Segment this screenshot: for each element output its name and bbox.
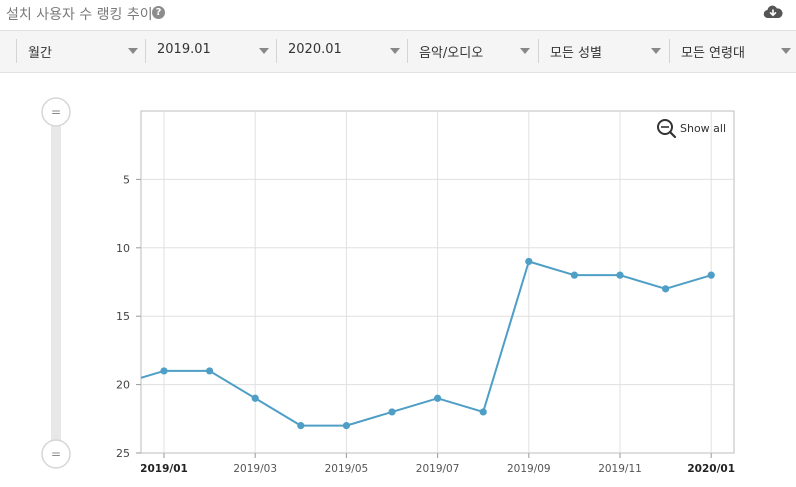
show-all-label: Show all (680, 122, 726, 135)
chevron-down-icon (390, 48, 400, 54)
help-icon[interactable]: ? (152, 6, 165, 19)
y-tick-label: 5 (123, 173, 130, 186)
period-select[interactable]: 월간 (16, 39, 144, 63)
filter-divider (538, 39, 539, 63)
gender-select[interactable]: 모든 성별 (538, 39, 668, 63)
page-title: 설치 사용자 수 랭킹 추이 (6, 7, 153, 23)
y-tick-label: 25 (116, 447, 130, 460)
data-point[interactable] (206, 367, 214, 375)
handle-glyph: = (51, 447, 61, 461)
data-point[interactable] (251, 394, 259, 402)
handle-glyph: = (51, 105, 61, 119)
data-point[interactable] (297, 422, 305, 430)
end-date-select[interactable]: 2020.01 (276, 39, 406, 63)
data-point[interactable] (707, 271, 715, 279)
filter-divider (669, 39, 670, 63)
data-point[interactable] (342, 422, 350, 430)
start-date-label: 2019.01 (157, 42, 211, 57)
chevron-down-icon (781, 48, 791, 54)
start-date-select[interactable]: 2019.01 (145, 39, 275, 63)
filter-divider (16, 39, 17, 63)
data-point[interactable] (479, 408, 487, 416)
y-tick-label: 20 (116, 379, 130, 392)
data-point[interactable] (616, 271, 624, 279)
filter-divider (407, 39, 408, 63)
x-tick-label: 2019/03 (233, 463, 277, 475)
age-select[interactable]: 모든 연령대 (669, 39, 796, 63)
chevron-down-icon (520, 48, 530, 54)
data-point[interactable] (388, 408, 396, 416)
x-tick-label: 2020/01 (687, 463, 735, 475)
chevron-down-icon (259, 48, 269, 54)
age-label: 모든 연령대 (681, 46, 745, 61)
filter-divider (145, 39, 146, 63)
category-select[interactable]: 음악/오디오 (407, 39, 537, 63)
x-tick-label: 2019/01 (140, 463, 188, 475)
x-tick-label: 2019/09 (507, 463, 551, 475)
data-point[interactable] (662, 285, 670, 293)
y-tick-label: 15 (116, 310, 130, 323)
filter-bar: 월간 2019.01 2020.01 음악/오디오 모든 성별 모든 연령대 (0, 30, 796, 73)
zoom-out-icon (657, 119, 673, 135)
title-row: 설치 사용자 수 랭킹 추이 ? (0, 0, 796, 28)
rank-chart: = = 5 10 15 20 25 2019/01 2019/03 2019/05 2019/0… (41, 97, 735, 475)
x-tick-label: 2019/11 (598, 463, 642, 475)
period-select-label: 월간 (28, 46, 52, 61)
range-slider-handle-bottom[interactable]: = (41, 439, 71, 469)
data-point[interactable] (570, 271, 579, 279)
end-date-label: 2020.01 (288, 42, 342, 57)
grid (141, 111, 734, 453)
chart-area: = = 5 10 15 20 25 2019/01 2019/03 2019/05 2019/0… (0, 72, 796, 483)
x-tick-label: 2019/07 (416, 463, 460, 475)
series-layer (140, 257, 715, 430)
range-slider-handle-top[interactable]: = (41, 97, 71, 127)
x-tick-label: 2019/05 (325, 463, 369, 475)
data-point[interactable] (160, 367, 168, 375)
category-label: 음악/오디오 (419, 46, 484, 61)
chevron-down-icon (651, 48, 661, 54)
filter-divider (276, 39, 277, 63)
data-point[interactable] (525, 257, 533, 266)
chevron-down-icon (128, 48, 138, 54)
data-point[interactable] (434, 394, 442, 402)
series-line (140, 260, 712, 427)
show-all-button[interactable]: Show all (657, 119, 726, 139)
y-tick-label: 10 (116, 242, 130, 255)
gender-label: 모든 성별 (550, 46, 602, 61)
range-slider-track[interactable] (51, 110, 61, 456)
cloud-download-icon[interactable] (763, 4, 783, 20)
axes: 5 10 15 20 25 2019/01 2019/03 2019/05 2019/07 201… (116, 173, 735, 475)
